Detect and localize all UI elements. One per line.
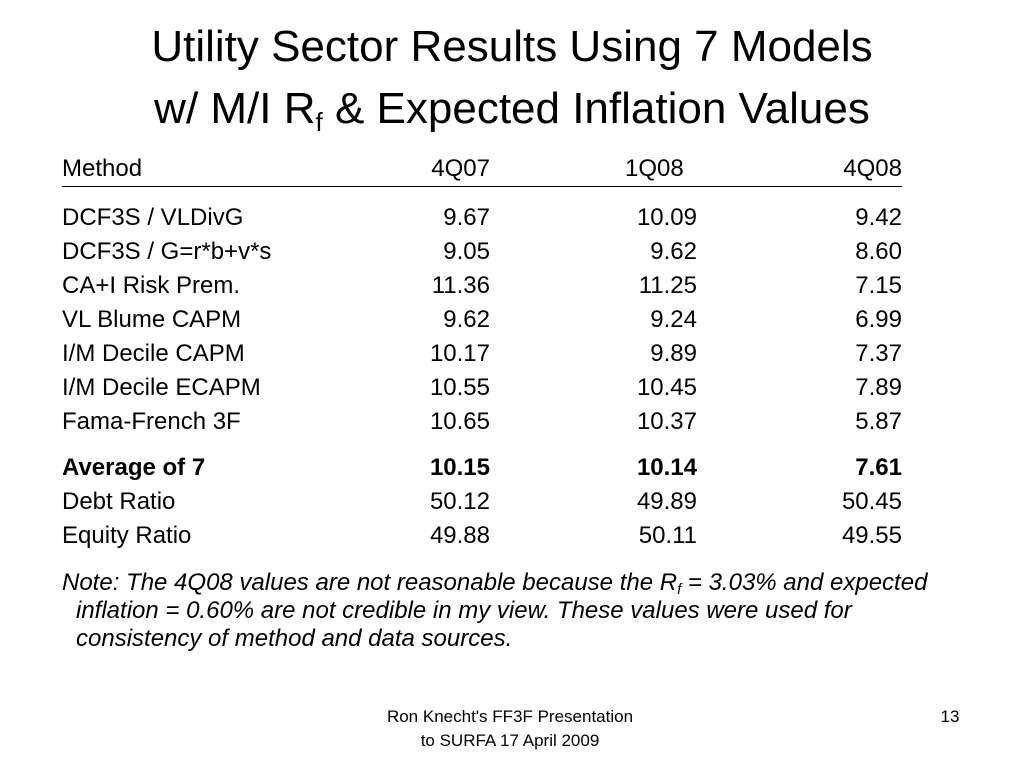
value-4q07: 11.36 <box>431 272 490 299</box>
slide-title: Utility Sector Results Using 7 Models w/… <box>0 16 1024 140</box>
value-1q08: 9.89 <box>650 340 697 367</box>
value-4q07: 10.55 <box>429 374 490 401</box>
value-1q08: 10.09 <box>636 204 697 231</box>
table-row: DCF3S / VLDivG 9.67 10.09 9.42 <box>62 201 902 235</box>
value-1q08: 10.45 <box>636 374 697 401</box>
value-1q08: 49.89 <box>636 488 697 515</box>
value-4q08: 50.45 <box>841 488 902 515</box>
method-cell: CA+I Risk Prem. <box>62 272 241 299</box>
value-4q08: 8.60 <box>855 238 902 265</box>
method-cell: Equity Ratio <box>62 522 192 549</box>
note-pre: Note: The 4Q08 values are not reasonable… <box>62 569 678 596</box>
method-cell: Fama-French 3F <box>62 408 241 435</box>
value-4q08: 7.15 <box>855 272 902 299</box>
slide-footer: Ron Knecht's FF3F Presentation to SURFA … <box>340 705 680 753</box>
table-row-average: Average of 7 10.15 10.14 7.61 <box>62 451 902 485</box>
value-4q08: 7.89 <box>855 374 902 401</box>
value-4q07: 9.62 <box>443 306 490 333</box>
footnote: Note: The 4Q08 values are not reasonable… <box>62 569 936 653</box>
value-4q07: 9.67 <box>443 204 490 231</box>
value-4q08: 5.87 <box>855 408 902 435</box>
value-4q07: 10.15 <box>429 454 490 481</box>
value-1q08: 10.37 <box>636 408 697 435</box>
method-cell: I/M Decile ECAPM <box>62 374 261 401</box>
row-group-spacer <box>62 439 902 451</box>
value-1q08: 50.11 <box>638 522 697 549</box>
value-4q07: 10.65 <box>429 408 490 435</box>
table-row: VL Blume CAPM 9.62 9.24 6.99 <box>62 303 902 337</box>
method-cell: VL Blume CAPM <box>62 306 242 333</box>
table-row: I/M Decile ECAPM 10.55 10.45 7.89 <box>62 371 902 405</box>
value-1q08: 9.24 <box>650 306 697 333</box>
title-line-2: w/ M/I Rf & Expected Inflation Values <box>0 78 1024 140</box>
value-4q08: 7.61 <box>855 454 902 481</box>
header-4q08: 4Q08 <box>843 155 902 182</box>
table-row: CA+I Risk Prem. 11.36 11.25 7.15 <box>62 269 902 303</box>
page-number: 13 <box>940 707 960 726</box>
note-subscript: f <box>677 581 682 598</box>
method-cell: Debt Ratio <box>62 488 176 515</box>
title-line-2-pre: w/ M/I R <box>154 84 316 133</box>
method-cell: I/M Decile CAPM <box>62 340 245 367</box>
value-1q08: 10.14 <box>636 454 697 481</box>
method-cell: DCF3S / G=r*b+v*s <box>62 238 272 265</box>
header-1q08: 1Q08 <box>625 155 684 182</box>
footer-line-1: Ron Knecht's FF3F Presentation <box>386 707 634 726</box>
value-4q07: 10.17 <box>429 340 490 367</box>
method-cell: Average of 7 <box>62 454 206 481</box>
value-4q08: 9.42 <box>855 204 902 231</box>
note-post: = 3.03% and expected inflation = 0.60% a… <box>76 569 928 652</box>
value-4q07: 50.12 <box>429 488 490 515</box>
table-row: DCF3S / G=r*b+v*s 9.05 9.62 8.60 <box>62 235 902 269</box>
header-4q07: 4Q07 <box>431 155 490 182</box>
value-4q08: 6.99 <box>855 306 902 333</box>
value-4q08: 49.55 <box>841 522 902 549</box>
value-4q07: 49.88 <box>429 522 490 549</box>
table-row: Fama-French 3F 10.65 10.37 5.87 <box>62 405 902 439</box>
title-subscript: f <box>315 107 323 137</box>
value-4q08: 7.37 <box>855 340 902 367</box>
value-1q08: 11.25 <box>638 272 697 299</box>
table-row: Debt Ratio 50.12 49.89 50.45 <box>62 485 902 519</box>
table-header-row: Method 4Q07 1Q08 4Q08 <box>62 154 902 187</box>
title-line-2-post: & Expected Inflation Values <box>322 84 870 133</box>
header-method: Method <box>62 155 143 182</box>
footer-line-2: to SURFA 17 April 2009 <box>420 731 600 750</box>
value-1q08: 9.62 <box>650 238 697 265</box>
title-line-1: Utility Sector Results Using 7 Models <box>151 22 873 71</box>
results-table: Method 4Q07 1Q08 4Q08 DCF3S / VLDivG 9.6… <box>62 154 902 553</box>
table-row: Equity Ratio 49.88 50.11 49.55 <box>62 519 902 553</box>
table-row: I/M Decile CAPM 10.17 9.89 7.37 <box>62 337 902 371</box>
value-4q07: 9.05 <box>443 238 490 265</box>
method-cell: DCF3S / VLDivG <box>62 204 244 231</box>
